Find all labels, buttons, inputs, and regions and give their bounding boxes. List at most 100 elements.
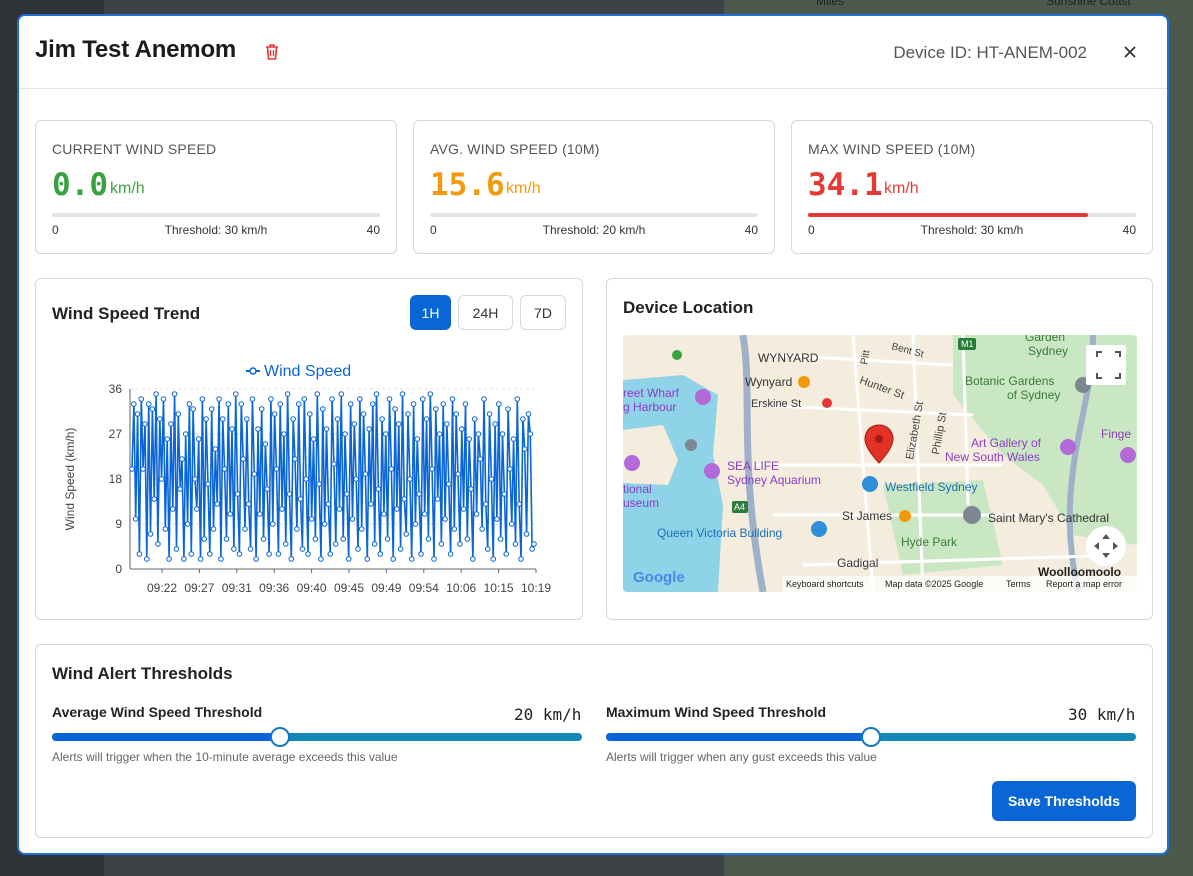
stat-unit: km/h <box>506 180 541 197</box>
data-point <box>214 501 221 507</box>
data-point <box>240 456 246 462</box>
data-point <box>227 511 233 517</box>
data-point <box>505 406 511 412</box>
data-point <box>510 436 517 442</box>
range-1h-button[interactable]: 1H <box>410 295 451 330</box>
map-label: Sydney Aquarium <box>727 473 821 487</box>
data-point <box>266 551 272 557</box>
data-point <box>384 536 391 542</box>
data-point <box>494 516 500 522</box>
data-point <box>247 546 254 552</box>
gallery-icon <box>1060 439 1076 455</box>
data-point <box>514 396 521 402</box>
stat-min: 0 <box>430 223 437 237</box>
data-point <box>229 426 235 432</box>
data-point <box>140 466 146 472</box>
data-point <box>403 531 409 537</box>
data-point <box>208 406 215 412</box>
data-point <box>529 546 535 552</box>
data-point <box>399 391 406 397</box>
data-point <box>184 521 191 527</box>
avg-threshold-slider[interactable] <box>52 727 582 747</box>
data-point <box>449 396 456 402</box>
max-threshold-help: Alerts will trigger when any gust exceed… <box>606 750 877 764</box>
stat-threshold: Threshold: 20 km/h <box>542 223 646 237</box>
map-pan-control[interactable] <box>1086 526 1126 566</box>
data-point <box>408 556 415 562</box>
data-point <box>277 401 284 407</box>
data-point <box>373 391 380 397</box>
map-land <box>623 425 678 485</box>
current-wind-card: CURRENT WIND SPEED 0.0 km/h 0 Threshold:… <box>35 120 397 254</box>
data-point <box>484 546 491 552</box>
data-point <box>347 401 354 407</box>
data-point <box>207 551 213 557</box>
map-motorway <box>739 335 767 592</box>
data-point <box>401 496 408 502</box>
data-point <box>464 536 471 542</box>
wind-trend-card: Wind Speed Trend 1H 24H 7D Wind Speed Win… <box>35 278 583 620</box>
x-tick-label: 09:54 <box>409 581 439 595</box>
data-point <box>405 411 411 417</box>
map-attribution-bar <box>783 576 1137 592</box>
data-point <box>129 466 135 472</box>
data-point <box>436 431 443 437</box>
data-point <box>336 506 343 512</box>
x-tick-label: 10:06 <box>446 581 476 595</box>
map-label: Queen Victoria Building <box>657 526 782 540</box>
data-point <box>329 396 335 402</box>
pan-arrows-icon <box>1094 534 1118 558</box>
data-point <box>294 526 300 532</box>
data-point <box>442 516 448 522</box>
map-attribution[interactable]: Keyboard shortcuts <box>786 579 864 589</box>
data-point <box>473 511 480 517</box>
data-point <box>268 396 274 402</box>
data-point <box>433 406 439 412</box>
x-tick-label: 09:49 <box>371 581 401 595</box>
range-24h-button[interactable]: 24H <box>458 295 513 330</box>
data-point <box>182 431 189 437</box>
map-label: g Harbour <box>623 400 676 414</box>
data-point <box>232 391 239 397</box>
x-tick-label: 09:22 <box>147 581 177 595</box>
data-point <box>153 391 159 397</box>
data-point <box>177 486 183 492</box>
map-label: of Sydney <box>1007 388 1060 402</box>
data-point <box>520 416 526 422</box>
data-point <box>381 511 387 517</box>
stat-max: 40 <box>1122 223 1136 237</box>
data-point <box>368 501 374 507</box>
close-icon[interactable] <box>1119 41 1141 63</box>
map-label: A4 <box>734 502 745 512</box>
data-point <box>453 411 459 417</box>
data-point <box>257 511 263 517</box>
y-tick-label: 9 <box>115 517 122 531</box>
save-thresholds-button[interactable]: Save Thresholds <box>992 781 1136 821</box>
location-map[interactable]: WYNYARD Wynyard Erskine St Hunter St Ben… <box>623 335 1137 592</box>
slider-thumb[interactable] <box>269 727 290 747</box>
map-road-shield <box>958 338 976 350</box>
data-point <box>162 526 169 532</box>
y-tick-label: 27 <box>109 427 123 441</box>
map-attribution[interactable]: Terms <box>1006 579 1031 589</box>
data-point <box>444 421 450 427</box>
data-point <box>416 491 422 497</box>
device-id: Device ID: HT-ANEM-002 <box>893 43 1087 62</box>
data-point <box>501 491 508 497</box>
map-road-shield <box>732 501 748 513</box>
range-7d-button[interactable]: 7D <box>520 295 566 330</box>
data-point <box>516 501 522 507</box>
data-point <box>455 471 461 477</box>
data-point <box>340 536 346 542</box>
data-point <box>334 416 341 422</box>
data-point <box>483 501 489 507</box>
slider-thumb[interactable] <box>861 727 881 747</box>
trash-icon[interactable] <box>263 42 281 62</box>
data-point <box>251 471 258 477</box>
max-threshold-slider[interactable] <box>606 727 1136 747</box>
data-point <box>179 456 185 462</box>
location-pin-icon[interactable] <box>864 424 894 464</box>
stat-unit: km/h <box>110 180 145 197</box>
data-point <box>486 411 493 417</box>
map-attribution[interactable]: Report a map error <box>1046 579 1122 589</box>
